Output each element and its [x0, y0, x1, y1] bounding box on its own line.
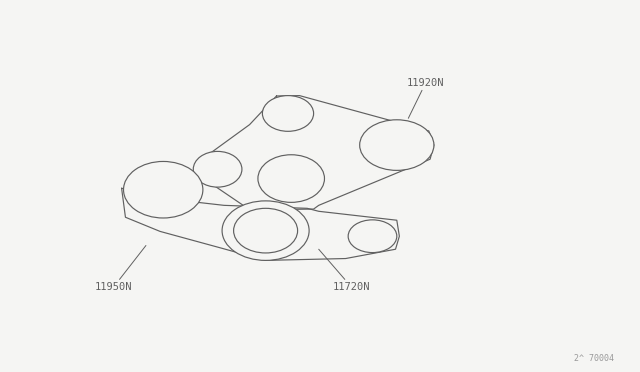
Ellipse shape: [348, 220, 397, 253]
Ellipse shape: [124, 161, 203, 218]
Ellipse shape: [222, 201, 309, 260]
Text: 11920N: 11920N: [407, 77, 445, 118]
Text: 11950N: 11950N: [95, 246, 146, 292]
Ellipse shape: [258, 155, 324, 202]
Text: 2^ 70004: 2^ 70004: [575, 354, 614, 363]
Ellipse shape: [262, 96, 314, 131]
Ellipse shape: [360, 120, 434, 170]
Text: 11720N: 11720N: [319, 249, 371, 292]
Ellipse shape: [193, 151, 242, 187]
